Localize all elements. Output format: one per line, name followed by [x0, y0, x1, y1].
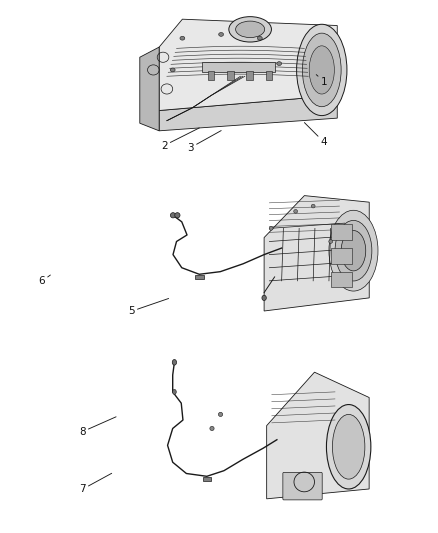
Bar: [331, 248, 352, 264]
Text: 4: 4: [304, 123, 328, 147]
Ellipse shape: [302, 33, 341, 107]
Ellipse shape: [311, 204, 315, 208]
Polygon shape: [159, 95, 337, 131]
Text: 1: 1: [316, 75, 328, 86]
Ellipse shape: [326, 405, 371, 489]
Bar: [208, 71, 214, 80]
Ellipse shape: [219, 33, 223, 36]
Ellipse shape: [297, 25, 347, 116]
Text: 6: 6: [38, 275, 50, 286]
Polygon shape: [267, 372, 369, 499]
Text: 7: 7: [79, 473, 112, 494]
Polygon shape: [264, 196, 369, 311]
Ellipse shape: [329, 240, 332, 244]
Ellipse shape: [294, 209, 297, 213]
Ellipse shape: [170, 213, 176, 218]
Bar: [195, 275, 204, 279]
Polygon shape: [159, 19, 337, 110]
Bar: [203, 477, 211, 481]
Ellipse shape: [309, 46, 334, 94]
Bar: [202, 62, 276, 72]
Ellipse shape: [269, 227, 273, 230]
Ellipse shape: [329, 211, 378, 291]
Ellipse shape: [180, 36, 185, 40]
Ellipse shape: [341, 230, 366, 271]
Text: 5: 5: [128, 298, 169, 316]
Bar: [331, 272, 352, 287]
Ellipse shape: [277, 62, 282, 66]
Ellipse shape: [229, 17, 272, 42]
Ellipse shape: [170, 68, 175, 72]
Ellipse shape: [173, 390, 176, 394]
Bar: [265, 71, 272, 80]
Ellipse shape: [332, 414, 365, 479]
Ellipse shape: [175, 213, 180, 218]
Bar: [227, 71, 234, 80]
FancyBboxPatch shape: [283, 472, 322, 500]
Polygon shape: [140, 47, 159, 131]
Bar: [331, 224, 352, 240]
Ellipse shape: [236, 21, 265, 38]
Ellipse shape: [219, 413, 223, 416]
Ellipse shape: [335, 220, 372, 281]
Bar: [246, 71, 253, 80]
Text: 8: 8: [79, 417, 116, 437]
Text: 2: 2: [161, 128, 199, 150]
Ellipse shape: [210, 426, 214, 431]
Ellipse shape: [262, 295, 266, 301]
Text: 3: 3: [187, 131, 221, 152]
Ellipse shape: [258, 36, 262, 40]
Ellipse shape: [172, 360, 177, 365]
